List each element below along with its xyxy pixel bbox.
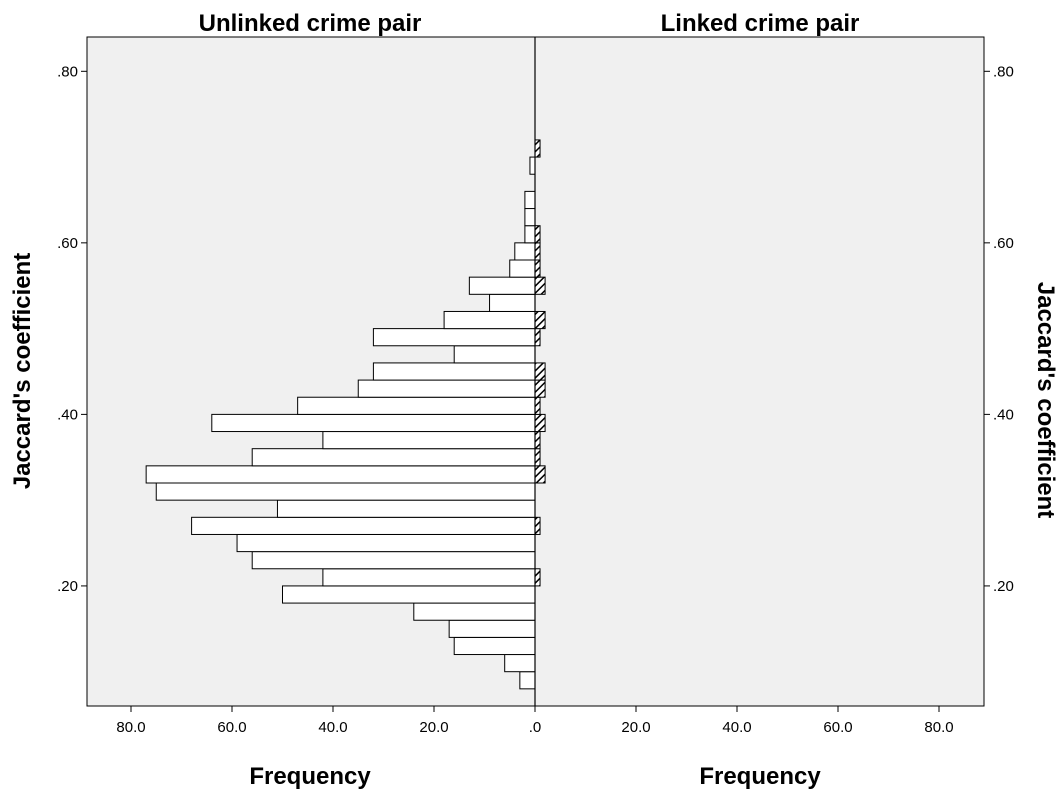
bar-unlinked	[297, 396, 536, 415]
x-axis-title-left: Frequency	[249, 763, 371, 790]
bar-unlinked	[236, 533, 536, 553]
x-tick-label-left: 40.0	[318, 719, 347, 736]
bar-unlinked	[504, 654, 536, 673]
bar-unlinked	[276, 499, 536, 518]
bar-linked	[534, 379, 546, 398]
bar-unlinked	[524, 190, 536, 210]
bar-unlinked	[524, 208, 536, 227]
bar-unlinked	[357, 379, 536, 398]
bar-unlinked	[509, 259, 536, 278]
y-axis-title-left: Jaccard's coefficient	[9, 253, 36, 489]
bar-unlinked	[524, 225, 536, 244]
x-tick-label-left: 60.0	[217, 719, 246, 736]
x-tick-label-left: 80.0	[116, 719, 145, 736]
y-axis-left: .20 .40 .60 .80	[57, 63, 87, 595]
bar-linked	[534, 362, 546, 381]
y-tick-label-left: .40	[57, 406, 78, 423]
bar-unlinked	[514, 242, 536, 261]
x-tick-label-right: 20.0	[621, 719, 650, 736]
bar-unlinked	[489, 293, 536, 312]
y-tick-label-right: .20	[993, 578, 1014, 595]
bar-unlinked	[322, 431, 536, 450]
bar-unlinked	[519, 671, 536, 690]
bar-unlinked	[251, 448, 536, 467]
bar-linked	[534, 225, 541, 244]
x-tick-label-right: 60.0	[823, 719, 852, 736]
bar-unlinked	[372, 362, 536, 381]
y-tick-label-left: .20	[57, 578, 78, 595]
y-tick-label-right: .80	[993, 63, 1014, 80]
x-tick-label-right: 40.0	[722, 719, 751, 736]
bar-unlinked	[448, 619, 536, 638]
bar-linked	[534, 276, 546, 295]
bar-linked	[534, 259, 541, 278]
bar-linked	[534, 139, 541, 158]
y-tick-label-left: .80	[57, 63, 78, 80]
bar-unlinked	[529, 156, 536, 175]
bar-linked	[534, 310, 546, 330]
bar-linked	[534, 396, 541, 415]
bar-unlinked	[372, 328, 536, 347]
bar-linked	[534, 465, 546, 484]
bar-unlinked	[191, 516, 536, 535]
x-tick-label-right: 80.0	[924, 719, 953, 736]
bar-unlinked	[155, 482, 536, 501]
linked-series	[534, 139, 546, 587]
bar-linked	[534, 413, 546, 433]
x-tick-label-left: 20.0	[419, 719, 448, 736]
bar-unlinked	[453, 636, 536, 656]
bar-linked	[534, 242, 541, 261]
bar-linked	[534, 328, 541, 347]
bar-unlinked	[211, 413, 536, 433]
bar-unlinked	[145, 465, 536, 484]
y-axis-right: .20 .40 .60 .80	[984, 63, 1014, 595]
unlinked-series	[145, 156, 536, 690]
bar-linked	[534, 568, 541, 587]
right-panel-title: Linked crime pair	[661, 10, 860, 37]
left-panel-title: Unlinked crime pair	[199, 10, 422, 37]
bar-linked	[534, 448, 541, 467]
y-tick-label-right: .60	[993, 235, 1014, 252]
bar-unlinked	[282, 585, 536, 604]
y-axis-title-right: Jaccard's coefficient	[1032, 282, 1059, 518]
bar-unlinked	[468, 276, 536, 295]
bar-unlinked	[322, 568, 536, 587]
x-axis-title-right: Frequency	[699, 763, 821, 790]
bar-unlinked	[251, 551, 536, 570]
x-axis: 80.0 60.0 40.0 20.0 .0 20.0 40.0 60.0 80.0	[116, 706, 954, 736]
x-tick-label-left: .0	[529, 719, 542, 736]
bar-unlinked	[413, 602, 536, 621]
bar-unlinked	[453, 345, 536, 364]
y-tick-label-right: .40	[993, 406, 1014, 423]
bar-linked	[534, 516, 541, 535]
bar-linked	[534, 431, 541, 450]
bar-unlinked	[443, 310, 536, 330]
y-tick-label-left: .60	[57, 235, 78, 252]
